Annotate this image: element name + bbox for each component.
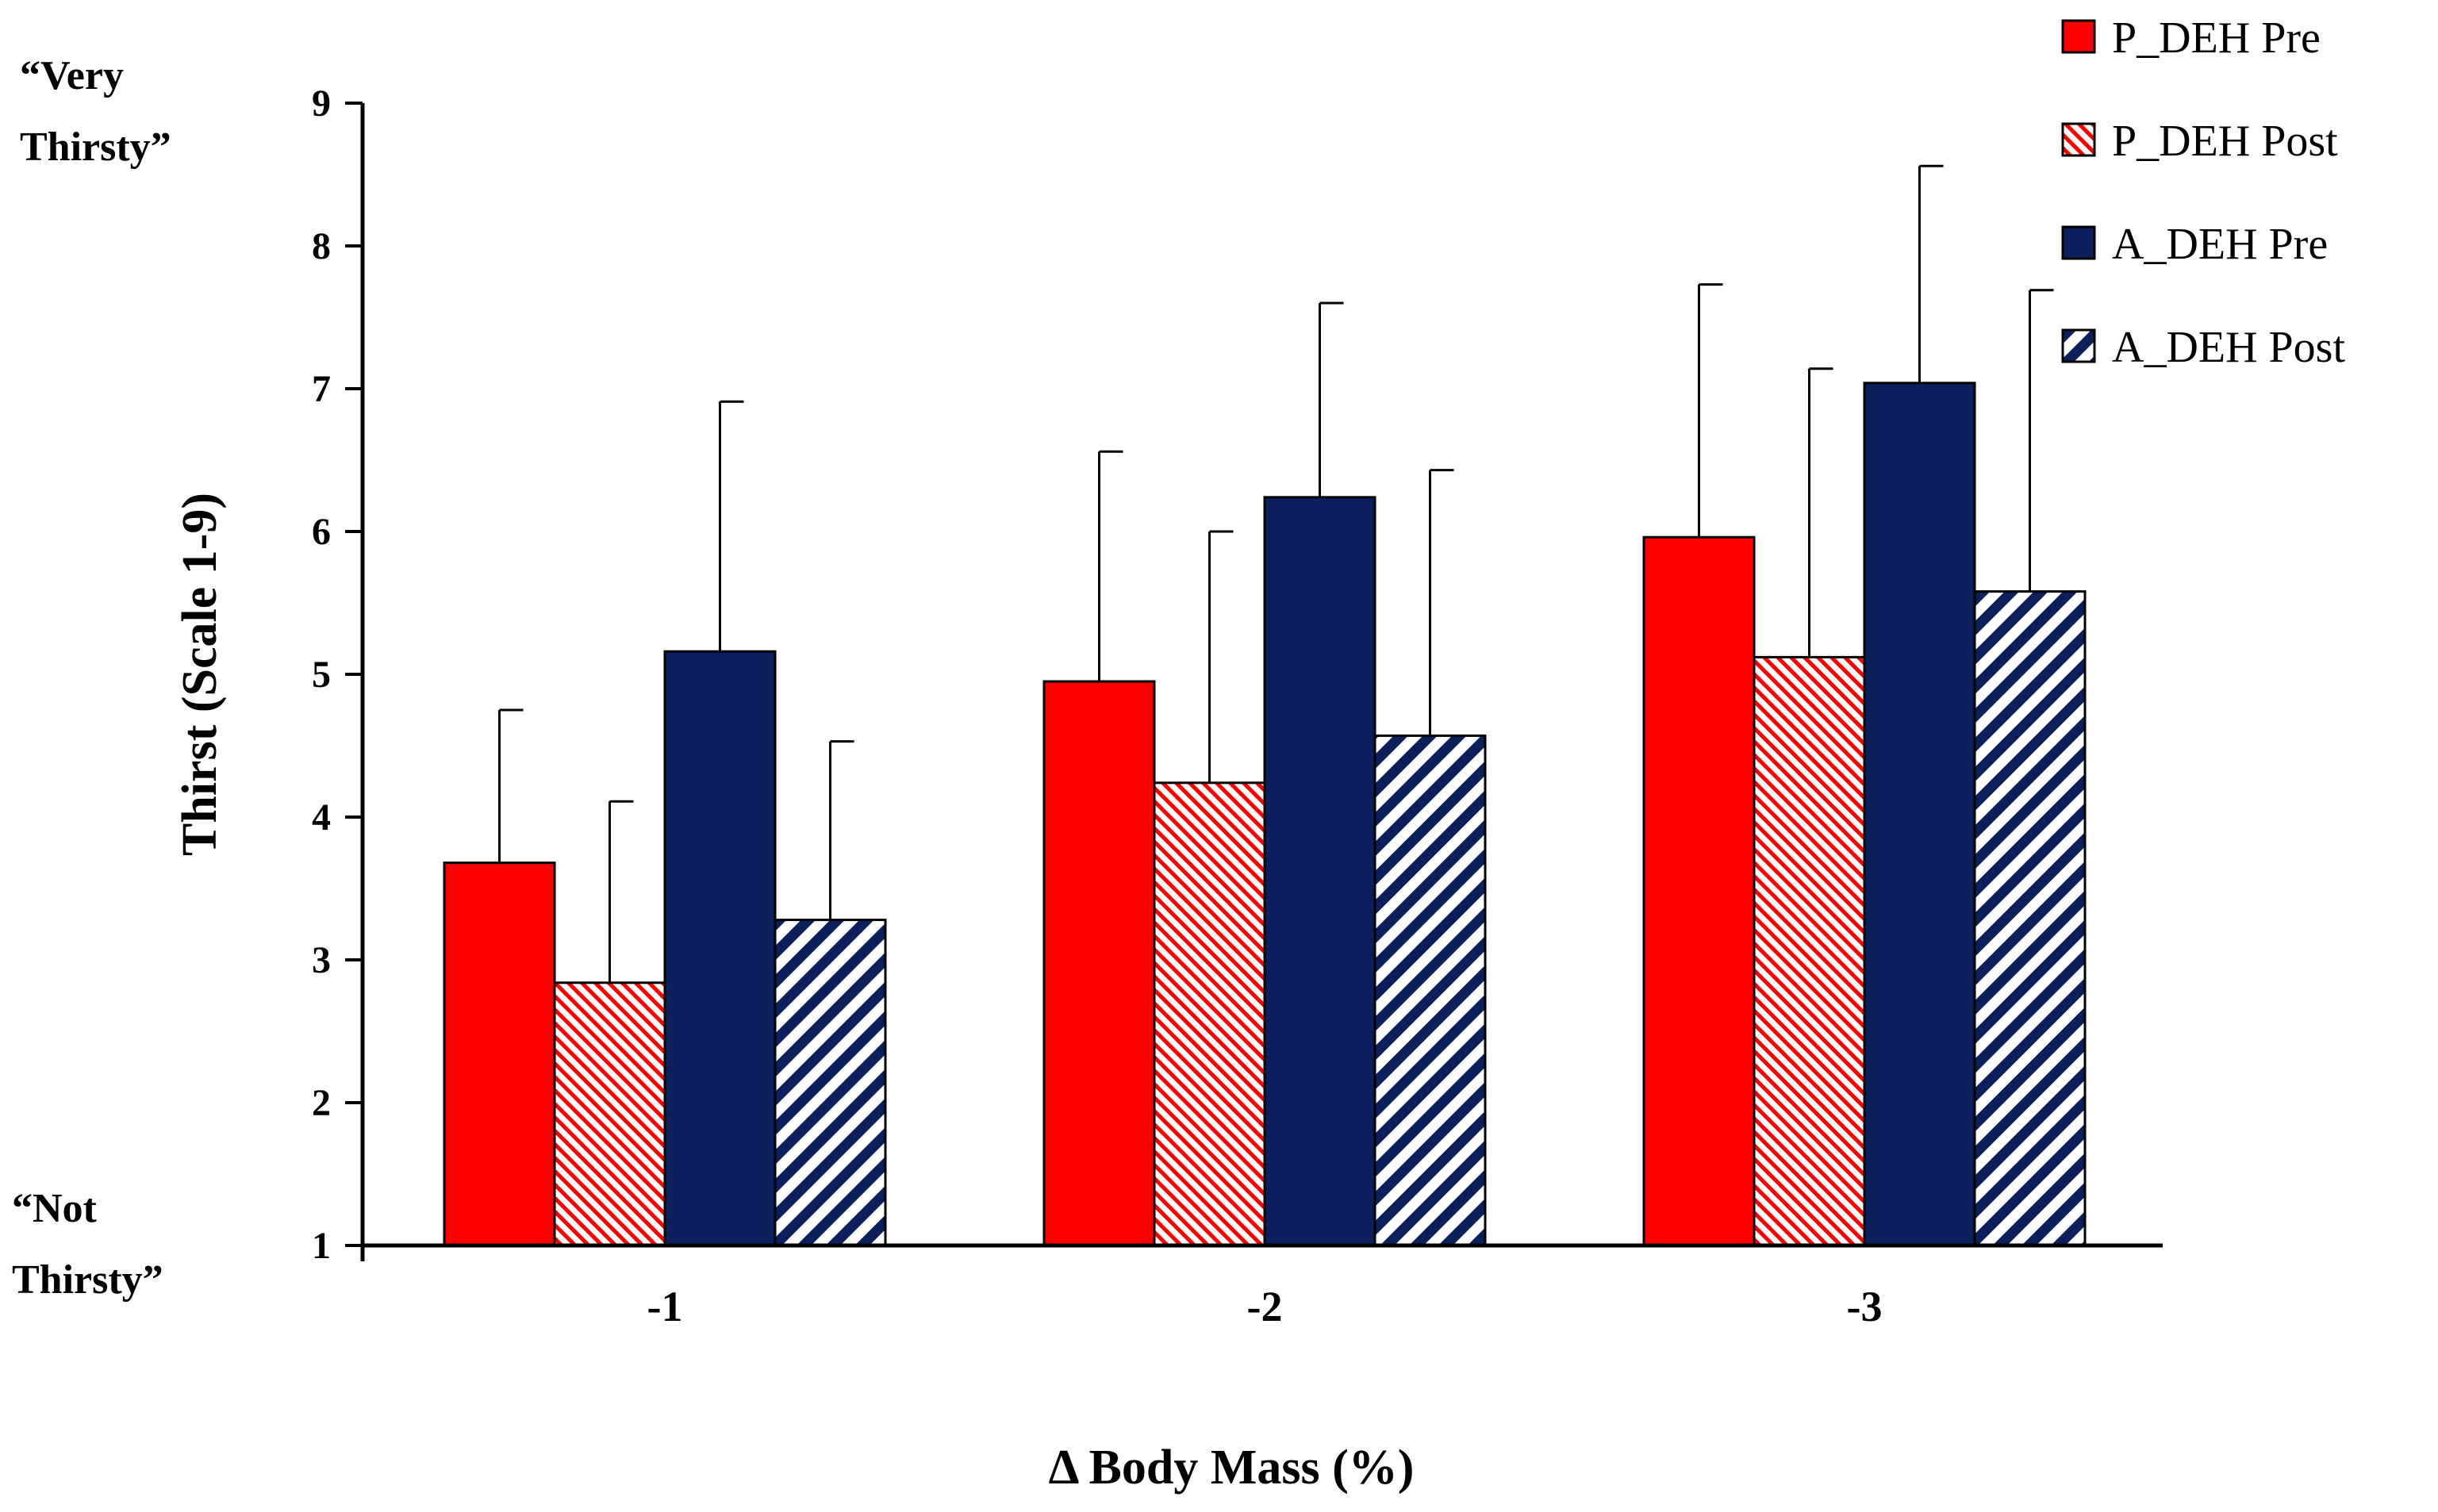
x-tick-label-3: -3 <box>1847 1283 1883 1330</box>
bar-a-deh-post-cat-3 <box>1973 590 2087 1247</box>
legend-item-p-deh-pre: P_DEH Pre <box>2061 13 2321 63</box>
y-tick-label-3: 3 <box>312 939 331 981</box>
bar-p-deh-post-cat-2 <box>1153 781 1266 1247</box>
bar-a-deh-pre-cat-3 <box>1863 382 1976 1247</box>
bar-p-deh-post-cat-1 <box>553 981 666 1247</box>
axes-layer: -1 -2 -3 1 2 3 4 5 6 7 8 9 <box>312 83 2163 1330</box>
x-tick-label-2: -2 <box>1247 1283 1283 1330</box>
legend-item-p-deh-post: P_DEH Post <box>2061 117 2338 166</box>
annotation-not-thirsty-line2: Thirsty” <box>12 1257 163 1303</box>
legend: P_DEH Pre P_DEH Post A_DEH Pre A_DEH Pos… <box>2061 13 2345 372</box>
legend-swatch-p-deh-pre <box>2061 19 2096 54</box>
legend-item-a-deh-pre: A_DEH Pre <box>2061 220 2328 269</box>
legend-label-p-deh-post: P_DEH Post <box>2112 117 2338 166</box>
bar-a-deh-pre-cat-2 <box>1263 496 1376 1247</box>
legend-swatch-a-deh-pre <box>2061 225 2096 260</box>
y-tick-label-8: 8 <box>312 225 331 267</box>
y-tick-label-4: 4 <box>312 796 331 839</box>
bar-a-deh-post-cat-2 <box>1373 734 1487 1247</box>
x-tick-label-1: -1 <box>647 1283 683 1330</box>
y-tick-label-1: 1 <box>312 1225 331 1267</box>
annotation-very-thirsty-line2: Thirsty” <box>20 125 171 170</box>
x-axis-title: Δ Body Mass (%) <box>1049 1441 1415 1495</box>
y-tick-label-5: 5 <box>312 654 331 696</box>
bar-p-deh-pre-cat-3 <box>1642 535 1756 1247</box>
bars-layer <box>443 382 2087 1247</box>
y-axis-title: Thirst (Scale 1-9) <box>173 493 227 856</box>
bar-p-deh-pre-cat-2 <box>1042 680 1156 1247</box>
legend-label-a-deh-pre: A_DEH Pre <box>2112 220 2328 269</box>
y-tick-label-6: 6 <box>312 511 331 553</box>
annotation-not-thirsty-line1: “Not <box>12 1186 98 1231</box>
legend-item-a-deh-post: A_DEH Post <box>2061 323 2345 372</box>
y-tick-label-2: 2 <box>312 1082 331 1124</box>
y-tick-label-9: 9 <box>312 83 331 125</box>
annotation-very-thirsty-line1: “Very <box>20 53 124 98</box>
bar-p-deh-post-cat-3 <box>1753 655 1866 1247</box>
error-bars-layer <box>498 164 2054 983</box>
y-tick-label-7: 7 <box>312 368 331 410</box>
legend-label-a-deh-post: A_DEH Post <box>2112 323 2345 372</box>
bar-a-deh-post-cat-1 <box>774 919 887 1247</box>
bar-a-deh-pre-cat-1 <box>663 650 777 1247</box>
bar-p-deh-pre-cat-1 <box>443 862 556 1247</box>
legend-swatch-p-deh-post <box>2061 122 2096 157</box>
legend-swatch-a-deh-post <box>2061 328 2096 363</box>
legend-label-p-deh-pre: P_DEH Pre <box>2112 13 2321 63</box>
